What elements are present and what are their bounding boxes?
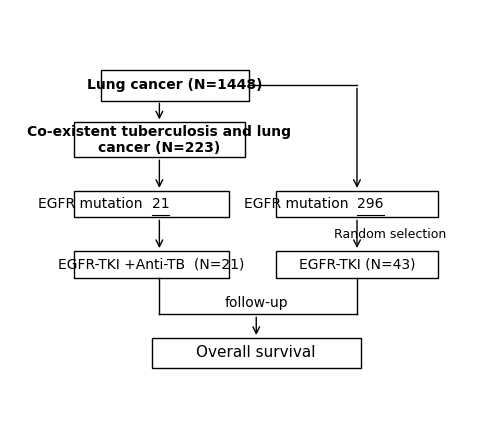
Text: Overall survival: Overall survival: [196, 345, 316, 360]
Text: EGFR-TKI (N=43): EGFR-TKI (N=43): [299, 257, 415, 271]
FancyBboxPatch shape: [74, 191, 229, 217]
FancyBboxPatch shape: [276, 191, 438, 217]
Text: Lung cancer (N=1448): Lung cancer (N=1448): [87, 79, 262, 92]
Text: follow-up: follow-up: [224, 296, 288, 310]
Text: Random selection: Random selection: [334, 228, 446, 241]
FancyBboxPatch shape: [74, 122, 244, 158]
FancyBboxPatch shape: [276, 251, 438, 278]
FancyBboxPatch shape: [152, 338, 361, 368]
Text: 21: 21: [152, 197, 169, 211]
Text: EGFR-TKI +Anti-TB  (N=21): EGFR-TKI +Anti-TB (N=21): [58, 257, 245, 271]
FancyBboxPatch shape: [74, 251, 229, 278]
Text: EGFR mutation: EGFR mutation: [38, 197, 152, 211]
Text: EGFR mutation: EGFR mutation: [244, 197, 357, 211]
FancyBboxPatch shape: [101, 70, 248, 101]
Text: Co-existent tuberculosis and lung
cancer (N=223): Co-existent tuberculosis and lung cancer…: [28, 125, 291, 155]
Text: 296: 296: [357, 197, 384, 211]
